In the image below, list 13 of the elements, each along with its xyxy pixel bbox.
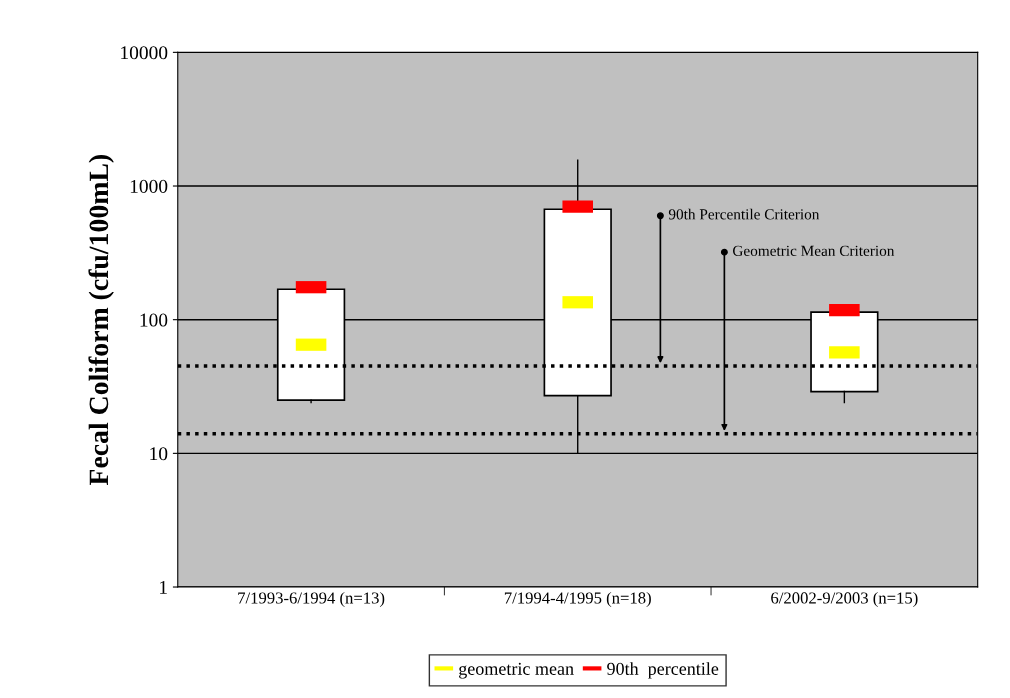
y-tick-label: 100 (140, 313, 168, 327)
y-tick-label: 10000 (121, 46, 168, 60)
y-tick-label: 1000 (130, 179, 168, 193)
x-tick-label: 7/1993-6/1994 (n=13) (238, 591, 385, 607)
legend-label: Geometric Mean Criterion (733, 245, 895, 256)
legend-label: 90th Percentile Criterion (668, 208, 820, 220)
legend-label: geometric mean (459, 662, 574, 679)
y-axis-title: Fecal Coliform (cfu/100mL) (88, 155, 114, 486)
x-tick-label: 7/1994-4/1995 (n=18) (504, 591, 651, 607)
x-tick-label: 6/2002-9/2003 (n=15) (771, 591, 918, 607)
y-tick-label: 10 (150, 447, 168, 461)
legend-label: 90th percentile (607, 662, 719, 679)
y-tick-label: 1 (160, 580, 167, 594)
